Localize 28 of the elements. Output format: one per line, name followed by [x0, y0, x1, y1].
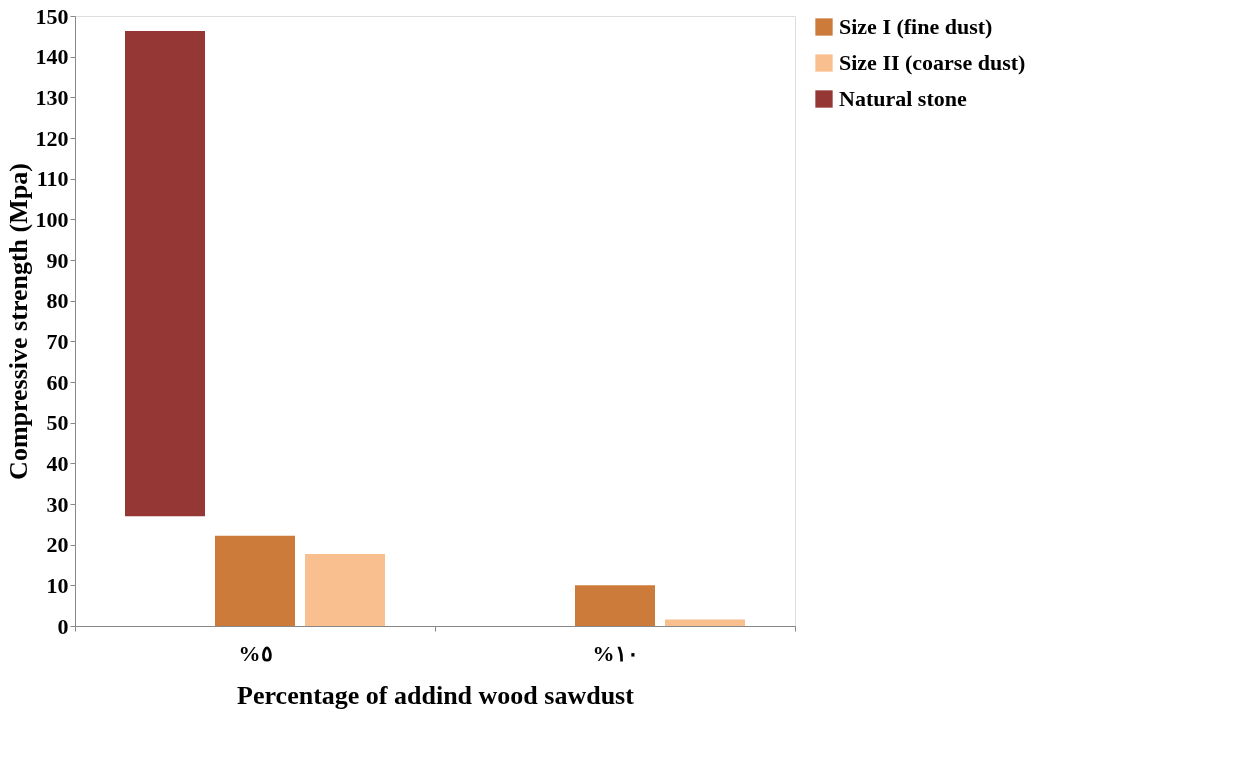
y-tick-label: 80	[46, 288, 69, 314]
y-tick-label: 70	[46, 328, 69, 354]
x-tick-label: %٥	[238, 640, 273, 666]
y-tick-label: 20	[46, 532, 69, 558]
y-tick-label: 10	[46, 572, 69, 598]
legend-label: Natural stone	[839, 86, 967, 111]
x-axis-title: Percentage of addind wood sawdust	[237, 680, 635, 710]
y-tick-label: 150	[35, 3, 69, 29]
y-tick-label: 90	[46, 247, 69, 273]
bar	[125, 31, 205, 517]
legend-label: Size II (coarse dust)	[839, 50, 1026, 75]
y-tick-label: 0	[57, 613, 69, 639]
y-tick-label: 100	[35, 206, 69, 232]
bar	[215, 535, 295, 626]
y-tick-label: 130	[35, 84, 69, 110]
bar	[665, 619, 745, 626]
bar	[575, 585, 655, 626]
y-tick-label: 140	[35, 44, 69, 70]
y-tick-label: 60	[46, 369, 69, 395]
y-tick-label: 110	[36, 166, 69, 192]
y-tick-label: 40	[46, 450, 69, 476]
x-tick-label: %١٠	[592, 640, 639, 666]
legend-label: Size I (fine dust)	[839, 14, 993, 39]
y-axis-title: Compressive strength (Mpa)	[3, 163, 33, 480]
y-tick-label: 30	[46, 491, 69, 517]
bar	[305, 554, 385, 626]
y-tick-label: 120	[35, 125, 69, 151]
y-tick-label: 50	[46, 410, 69, 436]
